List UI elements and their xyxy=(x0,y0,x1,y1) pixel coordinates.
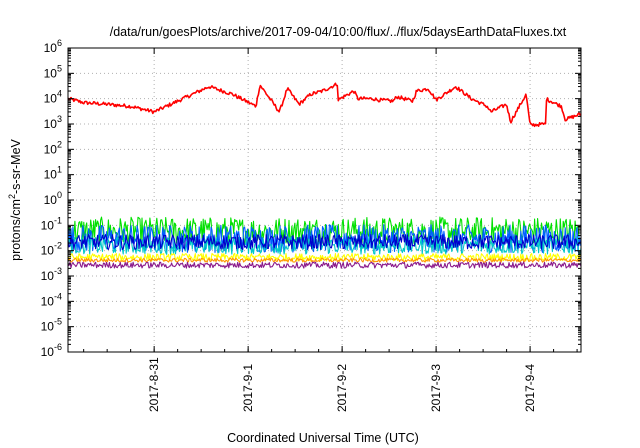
y-axis-title-rest: -s-sr-MeV xyxy=(9,138,23,194)
y-tick-label-exp: -1 xyxy=(54,215,62,225)
y-tick-label: 103 xyxy=(44,114,62,131)
y-tick-label-base: 10 xyxy=(41,269,55,283)
y-tick-label: 10-6 xyxy=(41,342,62,359)
y-tick-label-exp: 6 xyxy=(57,38,62,48)
y-tick-label: 105 xyxy=(44,63,62,80)
y-tick-label: 10-5 xyxy=(41,317,62,334)
y-tick-label-exp: -5 xyxy=(54,317,62,327)
series-line-6 xyxy=(67,257,582,263)
chart-title: /data/run/goesPlots/archive/2017-09-04/1… xyxy=(110,25,567,39)
y-tick-label-exp: 2 xyxy=(57,139,62,149)
x-tick-label: 2017-8-31 xyxy=(147,357,161,412)
y-tick-label-exp: -4 xyxy=(54,291,62,301)
series-line-7 xyxy=(67,261,582,269)
y-tick-label-base: 10 xyxy=(44,92,58,106)
y-tick-label: 100 xyxy=(44,190,62,207)
y-tick-label-base: 10 xyxy=(41,244,55,258)
y-tick-label: 106 xyxy=(44,38,62,55)
y-tick-label-exp: 1 xyxy=(57,165,62,175)
y-tick-label-base: 10 xyxy=(44,117,58,131)
y-tick-label-exp: 3 xyxy=(57,114,62,124)
series-layer xyxy=(67,82,582,269)
y-tick-label-exp: -6 xyxy=(54,342,62,352)
y-tick-label-base: 10 xyxy=(44,142,58,156)
y-tick-label-base: 10 xyxy=(41,294,55,308)
grid xyxy=(68,48,581,352)
y-tick-label: 10-1 xyxy=(41,215,62,232)
y-tick-label-exp: -3 xyxy=(54,266,62,276)
ticks: 10-610-510-410-310-210-11001011021031041… xyxy=(41,38,581,412)
series-line-4 xyxy=(67,233,582,251)
x-tick-label: 2017-9-2 xyxy=(335,364,349,412)
y-axis-title-base: protons/cm xyxy=(9,199,23,261)
y-tick-label-base: 10 xyxy=(44,193,58,207)
y-tick-label-base: 10 xyxy=(44,66,58,80)
y-tick-label-exp: 4 xyxy=(57,89,62,99)
y-tick-label: 10-4 xyxy=(41,291,62,308)
y-tick-label: 101 xyxy=(44,165,62,182)
y-tick-label: 104 xyxy=(44,89,62,106)
y-tick-label-base: 10 xyxy=(44,41,58,55)
x-tick-label: 2017-9-4 xyxy=(523,364,537,412)
x-tick-label: 2017-9-3 xyxy=(429,364,443,412)
x-tick-label: 2017-9-1 xyxy=(241,364,255,412)
y-tick-label-exp: 5 xyxy=(57,63,62,73)
x-axis-title: Coordinated Universal Time (UTC) xyxy=(227,431,419,445)
y-tick-label: 10-2 xyxy=(41,241,62,258)
y-axis-title: protons/cm2-s-sr-MeV xyxy=(7,138,23,260)
y-tick-label-exp: 0 xyxy=(57,190,62,200)
y-tick-label: 10-3 xyxy=(41,266,62,283)
y-axis-title-exp: 2 xyxy=(7,194,17,199)
y-tick-label-base: 10 xyxy=(41,320,55,334)
y-tick-label-exp: -2 xyxy=(54,241,62,251)
y-tick-label: 102 xyxy=(44,139,62,156)
y-tick-label-base: 10 xyxy=(44,168,58,182)
y-tick-label-base: 10 xyxy=(41,218,55,232)
series-line-0 xyxy=(67,82,582,128)
y-tick-label-base: 10 xyxy=(41,345,55,359)
